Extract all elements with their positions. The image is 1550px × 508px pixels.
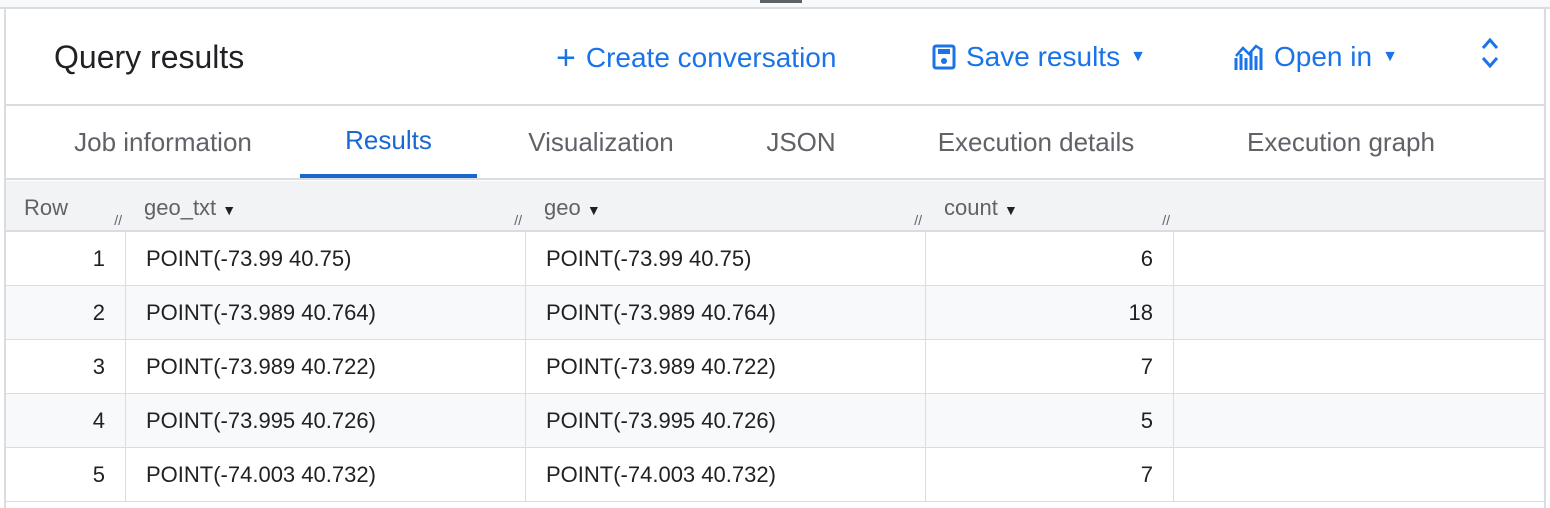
cell-geo[interactable]: POINT(-73.989 40.722): [526, 340, 926, 393]
column-resize-handle[interactable]: //: [514, 212, 522, 228]
table-body: 1 POINT(-73.99 40.75) POINT(-73.99 40.75) 6…: [6, 232, 1544, 502]
cell-count[interactable]: 7: [926, 340, 1174, 393]
save-icon: [932, 44, 956, 70]
open-in-button[interactable]: Open in ▼: [1234, 41, 1398, 73]
cell-filler: [1174, 394, 1544, 447]
cell-count[interactable]: 6: [926, 232, 1174, 285]
unfold-icon: [1481, 37, 1499, 69]
sort-caret-icon[interactable]: ▼: [1003, 202, 1018, 218]
cell-count[interactable]: 7: [926, 448, 1174, 501]
cell-filler: [1174, 286, 1544, 339]
table-row: 1 POINT(-73.99 40.75) POINT(-73.99 40.75) 6: [6, 232, 1544, 286]
cell-filler: [1174, 232, 1544, 285]
cell-filler: [1174, 340, 1544, 393]
cell-row[interactable]: 3: [6, 340, 126, 393]
tab-results[interactable]: Results: [300, 106, 477, 178]
table-header-row: Row// geo_txt ▼// geo ▼// count ▼//: [6, 181, 1544, 232]
plus-icon: +: [556, 39, 576, 77]
create-conversation-button[interactable]: + Create conversation: [556, 39, 837, 77]
column-header-geo[interactable]: geo ▼//: [544, 195, 922, 228]
sort-caret-icon[interactable]: ▼: [586, 202, 601, 218]
cell-geo[interactable]: POINT(-73.995 40.726): [526, 394, 926, 447]
chart-icon: [1234, 44, 1263, 70]
cell-geo-txt[interactable]: POINT(-73.99 40.75): [126, 232, 526, 285]
cell-geo[interactable]: POINT(-73.99 40.75): [526, 232, 926, 285]
cell-row[interactable]: 2: [6, 286, 126, 339]
table-row: 5 POINT(-74.003 40.732) POINT(-74.003 40.7…: [6, 448, 1544, 502]
cell-geo-txt[interactable]: POINT(-74.003 40.732): [126, 448, 526, 501]
save-results-button[interactable]: Save results ▼: [932, 41, 1146, 73]
column-header-row: Row//: [24, 195, 122, 228]
tab-visualization[interactable]: Visualization: [528, 126, 674, 157]
caret-down-icon: ▼: [1382, 48, 1398, 65]
header-filler: [1174, 181, 1544, 230]
column-header-geo-txt[interactable]: geo_txt ▼//: [144, 195, 522, 228]
resize-handle[interactable]: [760, 0, 802, 3]
cell-geo-txt[interactable]: POINT(-73.989 40.764): [126, 286, 526, 339]
caret-down-icon: ▼: [1130, 48, 1146, 65]
expand-collapse-button[interactable]: [1478, 35, 1502, 71]
tab-execution-details[interactable]: Execution details: [937, 126, 1135, 157]
cell-geo-txt[interactable]: POINT(-73.995 40.726): [126, 394, 526, 447]
column-header-count[interactable]: count ▼//: [944, 195, 1170, 228]
column-resize-handle[interactable]: //: [914, 212, 922, 228]
column-resize-handle[interactable]: //: [1162, 212, 1170, 228]
cell-count[interactable]: 18: [926, 286, 1174, 339]
table-row: 3 POINT(-73.989 40.722) POINT(-73.989 40.7…: [6, 340, 1544, 394]
query-results-panel: Query results + Create conversation Save…: [4, 9, 1546, 508]
table-row: 2 POINT(-73.989 40.764) POINT(-73.989 40.7…: [6, 286, 1544, 340]
tab-execution-graph[interactable]: Execution graph: [1247, 126, 1435, 157]
cell-row[interactable]: 1: [6, 232, 126, 285]
cell-geo[interactable]: POINT(-73.989 40.764): [526, 286, 926, 339]
results-header: Query results + Create conversation Save…: [6, 9, 1544, 106]
results-table: Row// geo_txt ▼// geo ▼// count ▼// 1 POI…: [6, 181, 1544, 502]
cell-row[interactable]: 4: [6, 394, 126, 447]
cell-filler: [1174, 448, 1544, 501]
table-row: 4 POINT(-73.995 40.726) POINT(-73.995 40.7…: [6, 394, 1544, 448]
tab-job-information[interactable]: Job information: [74, 126, 252, 157]
tab-json[interactable]: JSON: [766, 126, 836, 157]
cell-count[interactable]: 5: [926, 394, 1174, 447]
cell-geo[interactable]: POINT(-74.003 40.732): [526, 448, 926, 501]
top-strip: [0, 0, 1550, 9]
column-resize-handle[interactable]: //: [114, 212, 122, 228]
sort-caret-icon[interactable]: ▼: [222, 202, 237, 218]
page-title: Query results: [54, 39, 245, 75]
cell-geo-txt[interactable]: POINT(-73.989 40.722): [126, 340, 526, 393]
cell-row[interactable]: 5: [6, 448, 126, 501]
tab-bar: Job information Results Visualization JS…: [6, 106, 1544, 180]
